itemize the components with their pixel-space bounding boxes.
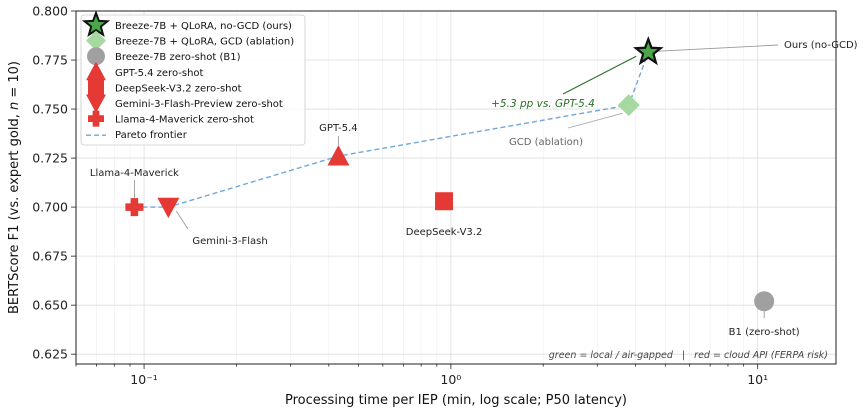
annotation-label: DeepSeek-V3.2: [406, 227, 483, 238]
legend-label: DeepSeek-V3.2 zero-shot: [115, 83, 242, 94]
annotations: Ours (no-GCD) GCD (ablation) GPT-5.4 Llama-…: [90, 40, 858, 338]
axes: 0.625 0.650 0.675 0.700 0.725 0.750 0.775 0.800…: [32, 4, 837, 387]
legend-marker-llama-4-maverick-zero-shot: [88, 110, 104, 127]
y-axis-title: BERTScore F1 (vs. expert gold, n = 10): [7, 61, 22, 314]
legend-label: Breeze-7B zero-shot (B1): [115, 52, 241, 63]
annotation-label: B1 (zero-shot): [729, 327, 800, 338]
plot-frame: [75, 10, 837, 365]
marker-gpt-5-4-zero-shot: [327, 145, 350, 166]
y-tick-label: 0.775: [32, 53, 68, 68]
marker-breeze-7b-zero-shot-b1: [754, 291, 775, 312]
annotation-label: GCD (ablation): [509, 137, 583, 148]
y-tick-label: 0.650: [32, 298, 68, 313]
legend-label: Breeze-7B + QLoRA, GCD (ablation): [115, 37, 294, 48]
legend-marker-breeze-7b-qlora-gcd-ablation: [86, 30, 106, 51]
marker-breeze-7b-qlora-no-gcd-ours: [632, 36, 664, 66]
marker-breeze-7b-qlora-gcd-ablation: [617, 94, 640, 117]
legend-marker-breeze-7b-qlora-no-gcd-ours: [81, 10, 111, 38]
y-tick-label: 0.700: [32, 200, 68, 215]
footnote: green = local / air-gapped | red = cloud…: [549, 350, 828, 361]
legend-marker-gpt-5-4-zero-shot: [86, 61, 106, 81]
x-axis-title: Processing time per IEP (min, log scale;…: [285, 393, 627, 408]
annotation-label: Gemini-3-Flash: [192, 236, 267, 247]
annotation-label: Ours (no-GCD): [784, 40, 858, 51]
y-tick-label: 0.675: [32, 249, 68, 264]
legend-marker-gemini-3-flash-preview-zero-shot: [86, 94, 106, 113]
marker-deepseek-v3-2-zero-shot: [435, 192, 454, 211]
marker-llama-4-maverick-zero-shot: [125, 198, 144, 217]
annotation-label: GPT-5.4: [319, 123, 357, 134]
legend-label: GPT-5.4 zero-shot: [115, 68, 204, 79]
y-tick-label: 0.625: [32, 347, 68, 362]
annotation-connectors: [133, 44, 779, 318]
y-tick-label: 0.725: [32, 151, 68, 166]
annotation-label: +5.3 pp vs. GPT-5.4: [491, 98, 595, 110]
x-tick-label: 10⁰: [440, 372, 461, 387]
marker-gemini-3-flash-preview-zero-shot: [157, 197, 180, 219]
annotation-label: Llama-4-Maverick: [90, 168, 179, 179]
legend-label: Llama-4-Maverick zero-shot: [115, 115, 254, 126]
annotation-connector: [175, 210, 189, 230]
legend-marker-breeze-7b-zero-shot-b1: [87, 47, 105, 66]
annotation-connector: [658, 44, 779, 52]
y-tick-label: 0.800: [32, 4, 68, 19]
legend: Breeze-7B + QLoRA, no-GCD (ours) Breeze-7…: [80, 10, 306, 146]
legend-box: [80, 14, 306, 146]
legend-label: Breeze-7B + QLoRA, no-GCD (ours): [115, 21, 292, 32]
legend-label: Gemini-3-Flash-Preview zero-shot: [115, 99, 283, 110]
x-tick-label: 10¹: [747, 372, 768, 387]
x-tick-label: 10⁻¹: [130, 372, 158, 387]
y-tick-label: 0.750: [32, 102, 68, 117]
legend-label: Pareto frontier: [115, 130, 188, 141]
data-markers: [125, 36, 775, 312]
annotation-connector: [567, 112, 623, 129]
legend-marker-deepseek-v3-2-zero-shot: [88, 79, 104, 96]
improvement-arrow: [562, 55, 637, 95]
